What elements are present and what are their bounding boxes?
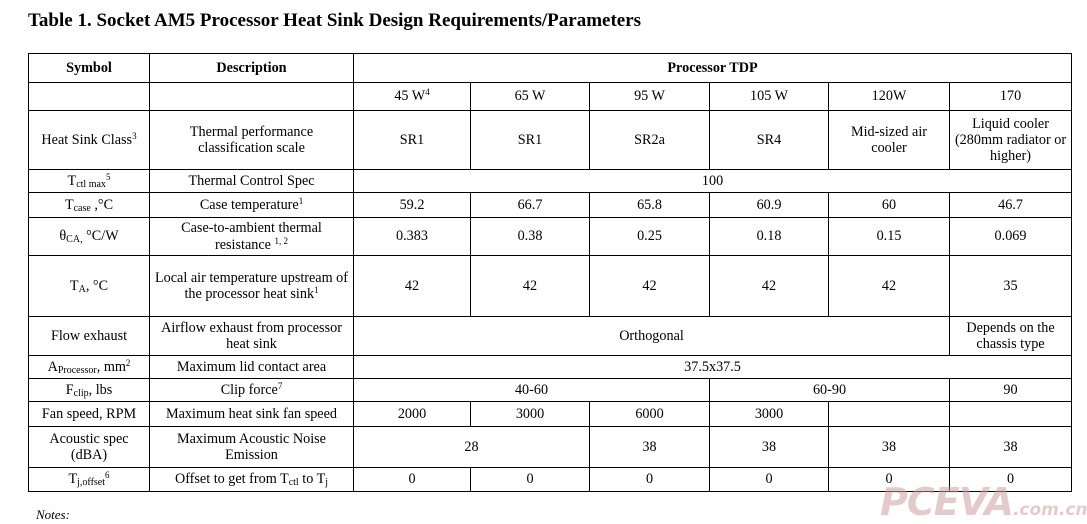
value-cell: SR1	[353, 110, 471, 170]
value-cell: 0	[948, 467, 1073, 492]
value-cell: 0	[589, 467, 710, 492]
row-acoustic: Acoustic spec (dBA) Maximum Acoustic Noi…	[28, 426, 1073, 468]
desc-thermal-control-spec: Thermal Control Spec	[149, 169, 354, 193]
value-cell: 35	[948, 255, 1073, 317]
value-cell: 0.15	[828, 217, 950, 256]
header-row: Symbol Description Processor TDP	[28, 53, 1073, 83]
value-cell: SR4	[709, 110, 829, 170]
symbol-f-clip: Fclip, lbs	[28, 378, 150, 402]
row-fan-speed: Fan speed, RPM Maximum heat sink fan spe…	[28, 401, 1073, 427]
value-clip-mid: 60-90	[709, 378, 950, 402]
value-cell: 42	[353, 255, 471, 317]
value-cell: 42	[828, 255, 950, 317]
value-cell: 3000	[470, 401, 590, 427]
symbol-tj-offset: Tj,offset6	[28, 467, 150, 492]
value-cell: 0.18	[709, 217, 829, 256]
value-cell: 0	[353, 467, 471, 492]
header-symbol: Symbol	[28, 53, 150, 83]
desc-airflow-exhaust: Airflow exhaust from processor heat sink	[149, 316, 354, 356]
value-cell: 0.25	[589, 217, 710, 256]
row-tctl-max: Tctl max5 Thermal Control Spec 100	[28, 169, 1073, 193]
row-f-clip: Fclip, lbs Clip force7 40-60 60-90 90	[28, 378, 1073, 402]
tdp-105w: 105 W	[709, 82, 829, 111]
value-cell: 38	[709, 426, 829, 468]
value-cell: 60	[828, 192, 950, 218]
symbol-theta-ca: θCA, °C/W	[28, 217, 150, 256]
symbol-ta: TA, °C	[28, 255, 150, 317]
value-cell: 46.7	[948, 192, 1073, 218]
value-cell: 0.069	[948, 217, 1073, 256]
header-processor-tdp: Processor TDP	[352, 53, 1073, 83]
value-cell: SR1	[470, 110, 590, 170]
value-cell	[828, 401, 950, 427]
value-cell: 42	[470, 255, 590, 317]
value-cell: 42	[589, 255, 710, 317]
row-ta: TA, °C Local air temperature upstream of…	[28, 255, 1073, 317]
symbol-tctl-max: Tctl max5	[28, 169, 150, 193]
value-orthogonal: Orthogonal	[353, 316, 950, 356]
tdp-120w: 120W	[828, 82, 950, 111]
desc-thermal-resistance: Case-to-ambient thermal resistance 1, 2	[149, 217, 354, 256]
watermark-logo: PCEVA.com.cn	[880, 480, 1087, 524]
value-cell: 0.38	[470, 217, 590, 256]
tdp-empty-symbol	[28, 82, 150, 111]
symbol-tcase: Tcase ,°C	[28, 192, 150, 218]
tdp-65w: 65 W	[470, 82, 590, 111]
value-cell: 66.7	[470, 192, 590, 218]
value-cell: 60.9	[709, 192, 829, 218]
desc-fan-speed: Maximum heat sink fan speed	[149, 401, 354, 427]
value-depends-chassis: Depends on the chassis type	[948, 316, 1073, 356]
value-cell: 0	[709, 467, 829, 492]
tdp-95w: 95 W	[589, 82, 710, 111]
notes-label: Notes:	[36, 507, 70, 522]
row-a-processor: AProcessor, mm2 Maximum lid contact area…	[28, 355, 1073, 379]
tdp-170: 170	[948, 82, 1073, 111]
value-cell: 3000	[709, 401, 829, 427]
value-cell: 59.2	[353, 192, 471, 218]
value-cell: 2000	[353, 401, 471, 427]
row-flow-exhaust: Flow exhaust Airflow exhaust from proces…	[28, 316, 1073, 356]
desc-lid-contact-area: Maximum lid contact area	[149, 355, 354, 379]
row-heat-sink-class: Heat Sink Class3 Thermal performance cla…	[28, 110, 1073, 170]
value-clip-high: 90	[948, 378, 1073, 402]
desc-local-air-temperature: Local air temperature upstream of the pr…	[149, 255, 354, 317]
symbol-fan-speed: Fan speed, RPM	[28, 401, 150, 427]
symbol-flow-exhaust: Flow exhaust	[28, 316, 150, 356]
value-cell: 0	[470, 467, 590, 492]
value-cell: 0	[828, 467, 950, 492]
desc-tj-offset: Offset to get from Tctl to Tj	[149, 467, 354, 492]
row-tcase: Tcase ,°C Case temperature1 59.2 66.7 65…	[28, 192, 1073, 218]
value-cell: Liquid cooler (280mm radiator or higher)	[948, 110, 1073, 170]
tdp-empty-description	[149, 82, 354, 111]
symbol-a-processor: AProcessor, mm2	[28, 355, 150, 379]
value-cell: SR2a	[589, 110, 710, 170]
heat-sink-spec-table: Symbol Description Processor TDP 45 W4 6…	[28, 53, 1073, 492]
symbol-acoustic: Acoustic spec (dBA)	[28, 426, 150, 468]
desc-case-temperature: Case temperature1	[149, 192, 354, 218]
value-clip-low: 40-60	[353, 378, 710, 402]
tdp-row: 45 W4 65 W 95 W 105 W 120W 170	[28, 82, 1073, 111]
desc-clip-force: Clip force7	[149, 378, 354, 402]
value-cell: 38	[828, 426, 950, 468]
row-tj-offset: Tj,offset6 Offset to get from Tctl to Tj…	[28, 467, 1073, 492]
value-cell: Mid-sized air cooler	[828, 110, 950, 170]
value-lid-area: 37.5x37.5	[352, 355, 1073, 379]
symbol-heat-sink-class: Heat Sink Class3	[28, 110, 150, 170]
value-cell: 65.8	[589, 192, 710, 218]
value-cell	[948, 401, 1073, 427]
value-cell: 42	[709, 255, 829, 317]
desc-acoustic: Maximum Acoustic Noise Emission	[149, 426, 354, 468]
row-theta-ca: θCA, °C/W Case-to-ambient thermal resist…	[28, 217, 1073, 256]
header-description: Description	[149, 53, 354, 83]
value-cell: 38	[948, 426, 1073, 468]
value-tctl: 100	[352, 169, 1073, 193]
desc-heat-sink-class: Thermal performance classification scale	[149, 110, 354, 170]
tdp-45w: 45 W4	[353, 82, 471, 111]
value-cell: 38	[589, 426, 710, 468]
table-title: Table 1. Socket AM5 Processor Heat Sink …	[28, 10, 642, 31]
value-acoustic-merged: 28	[353, 426, 590, 468]
value-cell: 0.383	[353, 217, 471, 256]
value-cell: 6000	[589, 401, 710, 427]
